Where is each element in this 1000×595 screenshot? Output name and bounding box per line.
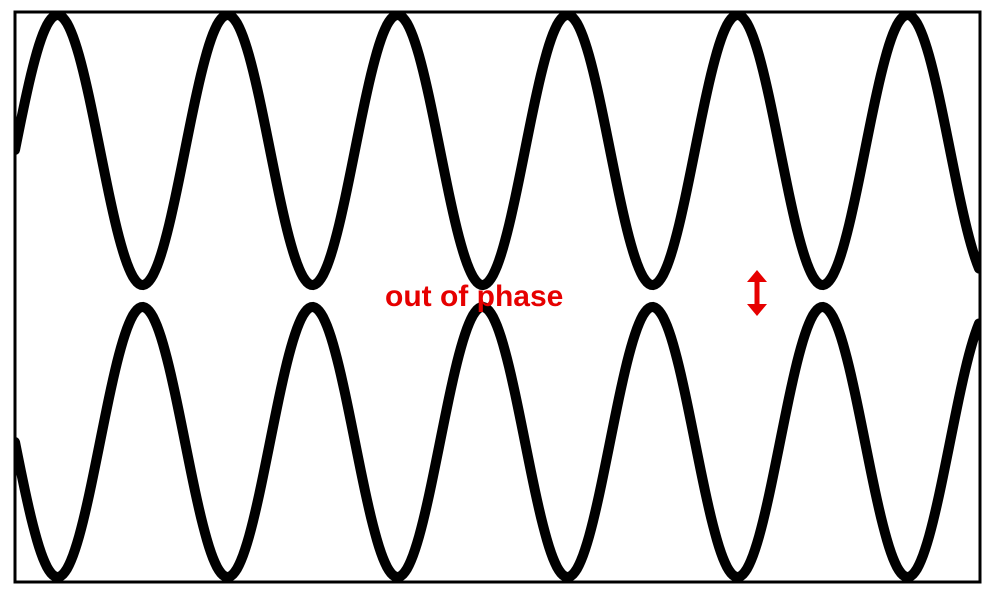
- top-wave: [15, 15, 979, 285]
- diagram-canvas: out of phase: [0, 0, 1000, 595]
- bottom-wave: [15, 307, 979, 577]
- phase-gap-arrow: [747, 270, 767, 316]
- phase-label: out of phase: [385, 280, 563, 314]
